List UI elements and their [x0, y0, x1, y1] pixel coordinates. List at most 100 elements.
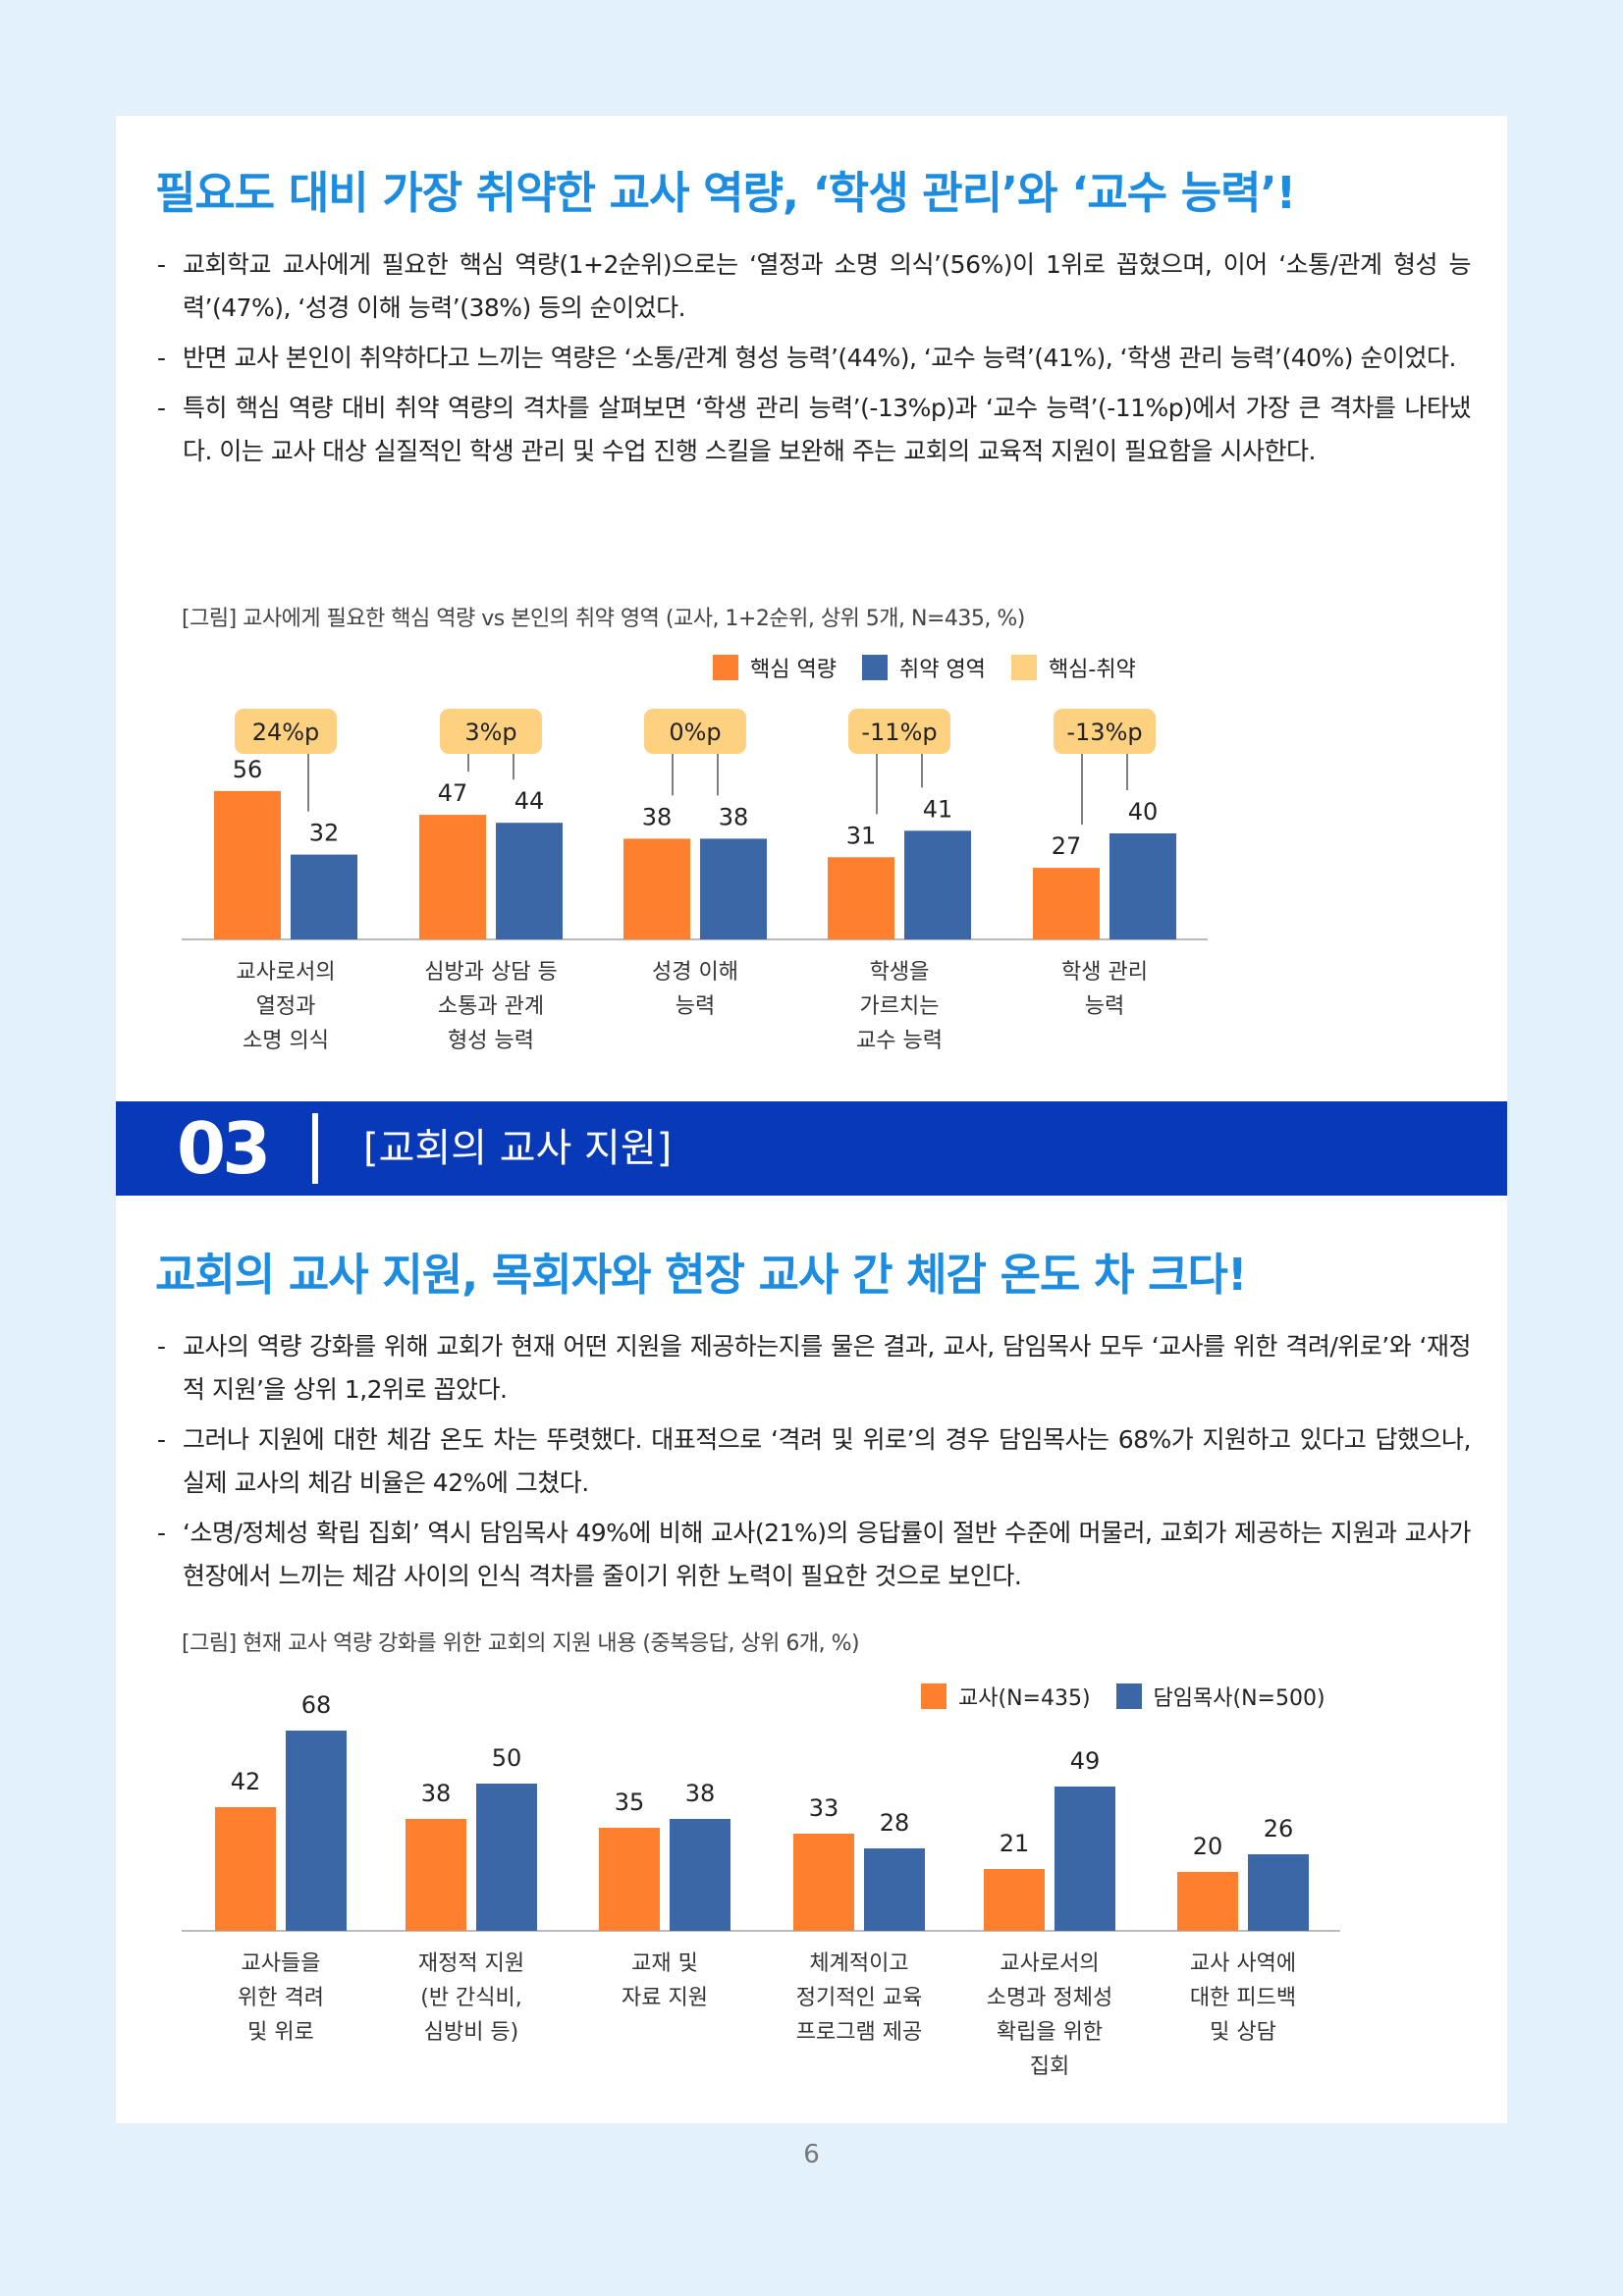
- data-label: 31: [846, 822, 877, 849]
- category-label: 능력: [676, 994, 715, 1019]
- data-label: 47: [438, 779, 468, 807]
- bar-pastor: [864, 1848, 925, 1931]
- legend-swatch: [1115, 1683, 1142, 1709]
- category-label: 소명 의식: [243, 1029, 329, 1053]
- gap-label: 0%p: [669, 719, 721, 746]
- bar-teacher: [215, 1807, 276, 1931]
- legend-swatch: [921, 1683, 947, 1709]
- bar-weakness: [496, 823, 563, 939]
- section-banner: [116, 1101, 1507, 1196]
- gap-label: 3%p: [464, 719, 516, 746]
- category-label: 자료 지원: [622, 1986, 708, 2010]
- data-label: 28: [880, 1809, 910, 1837]
- category-label: (반 간식비,: [420, 1986, 522, 2010]
- data-label: 33: [809, 1794, 839, 1822]
- gap-label: -13%p: [1066, 719, 1142, 746]
- data-label: 56: [233, 756, 263, 783]
- category-label: 재정적 지원: [418, 1951, 524, 1976]
- legend-swatch: [1010, 655, 1037, 680]
- data-label: 38: [685, 1780, 716, 1807]
- section-number: 03: [177, 1107, 271, 1190]
- gap-label-box: [440, 709, 542, 754]
- bar-core-competency: [828, 857, 894, 939]
- data-label: 21: [1000, 1830, 1030, 1857]
- legend-label: 핵심-취약: [1048, 658, 1136, 682]
- bar-weakness: [1109, 833, 1176, 939]
- category-label: 교사로서의: [1000, 1951, 1099, 1976]
- bar-weakness: [291, 854, 357, 939]
- bullet-item: 교사의 역량 강화를 위해 교회가 현재 어떤 지원을 제공하는지를 물은 결과…: [155, 1325, 1472, 1412]
- legend-item: 핵심 역량: [713, 652, 837, 683]
- section-title: [교회의 교사 지원]: [363, 1126, 673, 1171]
- gap-label: 24%p: [252, 719, 320, 746]
- bar-pastor: [670, 1819, 730, 1931]
- bar-pastor: [476, 1784, 537, 1931]
- bar-core-competency: [1033, 868, 1100, 939]
- category-label: 교사로서의: [236, 960, 335, 985]
- category-label: 소통과 관계: [438, 994, 544, 1019]
- data-label: 35: [615, 1789, 645, 1816]
- data-label: 41: [923, 795, 953, 823]
- bar-teacher: [599, 1828, 660, 1931]
- category-label: 학생을: [870, 960, 930, 985]
- category-label: 교수 능력: [856, 1029, 943, 1053]
- bullet-item: 반면 교사 본인이 취약하다고 느끼는 역량은 ‘소통/관계 형성 능력’(44…: [155, 337, 1471, 380]
- bar-core-competency: [623, 838, 690, 939]
- gap-label-box: [235, 709, 337, 754]
- category-label: 및 위로: [247, 2020, 314, 2045]
- chart2-caption: [그림] 현재 교사 역량 강화를 위한 교회의 지원 내용 (중복응답, 상위…: [182, 1631, 860, 1656]
- data-label: 38: [421, 1780, 452, 1807]
- data-label: 50: [492, 1744, 522, 1772]
- category-label: 학생 관리: [1061, 960, 1148, 985]
- category-label: 교사들을: [242, 1951, 321, 1976]
- category-label: 정기적인 교육: [796, 1986, 922, 2010]
- legend-item: 교사(N=435): [921, 1681, 1091, 1712]
- category-label: 교재 및: [631, 1951, 698, 1976]
- gap-label-box: [644, 709, 746, 754]
- data-label: 27: [1052, 832, 1082, 860]
- category-label: 능력: [1085, 994, 1124, 1019]
- bullet-item: 특히 핵심 역량 대비 취약 역량의 격차를 살펴보면 ‘학생 관리 능력’(-…: [155, 387, 1472, 473]
- legend-item: 취약 영역: [861, 652, 986, 683]
- bar-teacher: [1177, 1872, 1238, 1931]
- category-label: 프로그램 제공: [796, 2020, 922, 2045]
- legend-item: 담임목사(N=500): [1115, 1681, 1325, 1712]
- chart1-caption: [그림] 교사에게 필요한 핵심 역량 vs 본인의 취약 영역 (교사, 1+…: [182, 607, 1025, 631]
- category-label: 소명과 정체성: [987, 1986, 1112, 2010]
- category-label: 위한 격려: [238, 1986, 324, 2010]
- chart1-legend: 핵심 역량 취약 영역 핵심-취약: [713, 652, 1162, 683]
- bar-core-competency: [214, 790, 281, 939]
- section2-bullets: 교사의 역량 강화를 위해 교회가 현재 어떤 지원을 제공하는지를 물은 결과…: [155, 1325, 1472, 1605]
- page-number: 6: [803, 2140, 820, 2169]
- category-label: 체계적이고: [809, 1951, 908, 1976]
- data-label: 20: [1193, 1833, 1223, 1860]
- bullet-item: ‘소명/정체성 확립 집회’ 역시 담임목사 49%에 비해 교사(21%)의 …: [155, 1512, 1472, 1598]
- section1-bullets: 교회학교 교사에게 필요한 핵심 역량(1+2순위)으로는 ‘열정과 소명 의식…: [155, 243, 1472, 480]
- chart2-legend: 교사(N=435) 담임목사(N=500): [921, 1681, 1351, 1712]
- category-label: 및 상담: [1210, 2020, 1276, 2045]
- legend-label: 교사(N=435): [958, 1686, 1091, 1711]
- gap-label-box: [1054, 709, 1156, 754]
- category-label: 심방비 등): [424, 2020, 519, 2045]
- category-label: 성경 이해: [652, 960, 738, 985]
- bar-pastor: [286, 1731, 347, 1931]
- data-label: 49: [1070, 1747, 1101, 1775]
- data-label: 26: [1264, 1815, 1294, 1842]
- data-label: 68: [301, 1691, 332, 1719]
- legend-label: 담임목사(N=500): [1153, 1686, 1325, 1711]
- bar-pastor: [1055, 1787, 1115, 1931]
- bullet-item: 교회학교 교사에게 필요한 핵심 역량(1+2순위)으로는 ‘열정과 소명 의식…: [155, 243, 1472, 330]
- bar-core-competency: [419, 815, 486, 939]
- data-label: 44: [514, 787, 545, 815]
- bar-weakness: [904, 830, 971, 939]
- gap-label: -11%p: [861, 719, 937, 746]
- data-label: 42: [231, 1768, 261, 1795]
- section1-heading: 필요도 대비 가장 취약한 교사 역량, ‘학생 관리’와 ‘교수 능력’!: [155, 167, 1296, 219]
- data-label: 32: [309, 820, 340, 847]
- data-label: 40: [1128, 798, 1159, 826]
- legend-label: 취약 영역: [898, 658, 986, 682]
- data-label: 38: [642, 803, 673, 830]
- category-label: 집회: [1030, 2055, 1069, 2079]
